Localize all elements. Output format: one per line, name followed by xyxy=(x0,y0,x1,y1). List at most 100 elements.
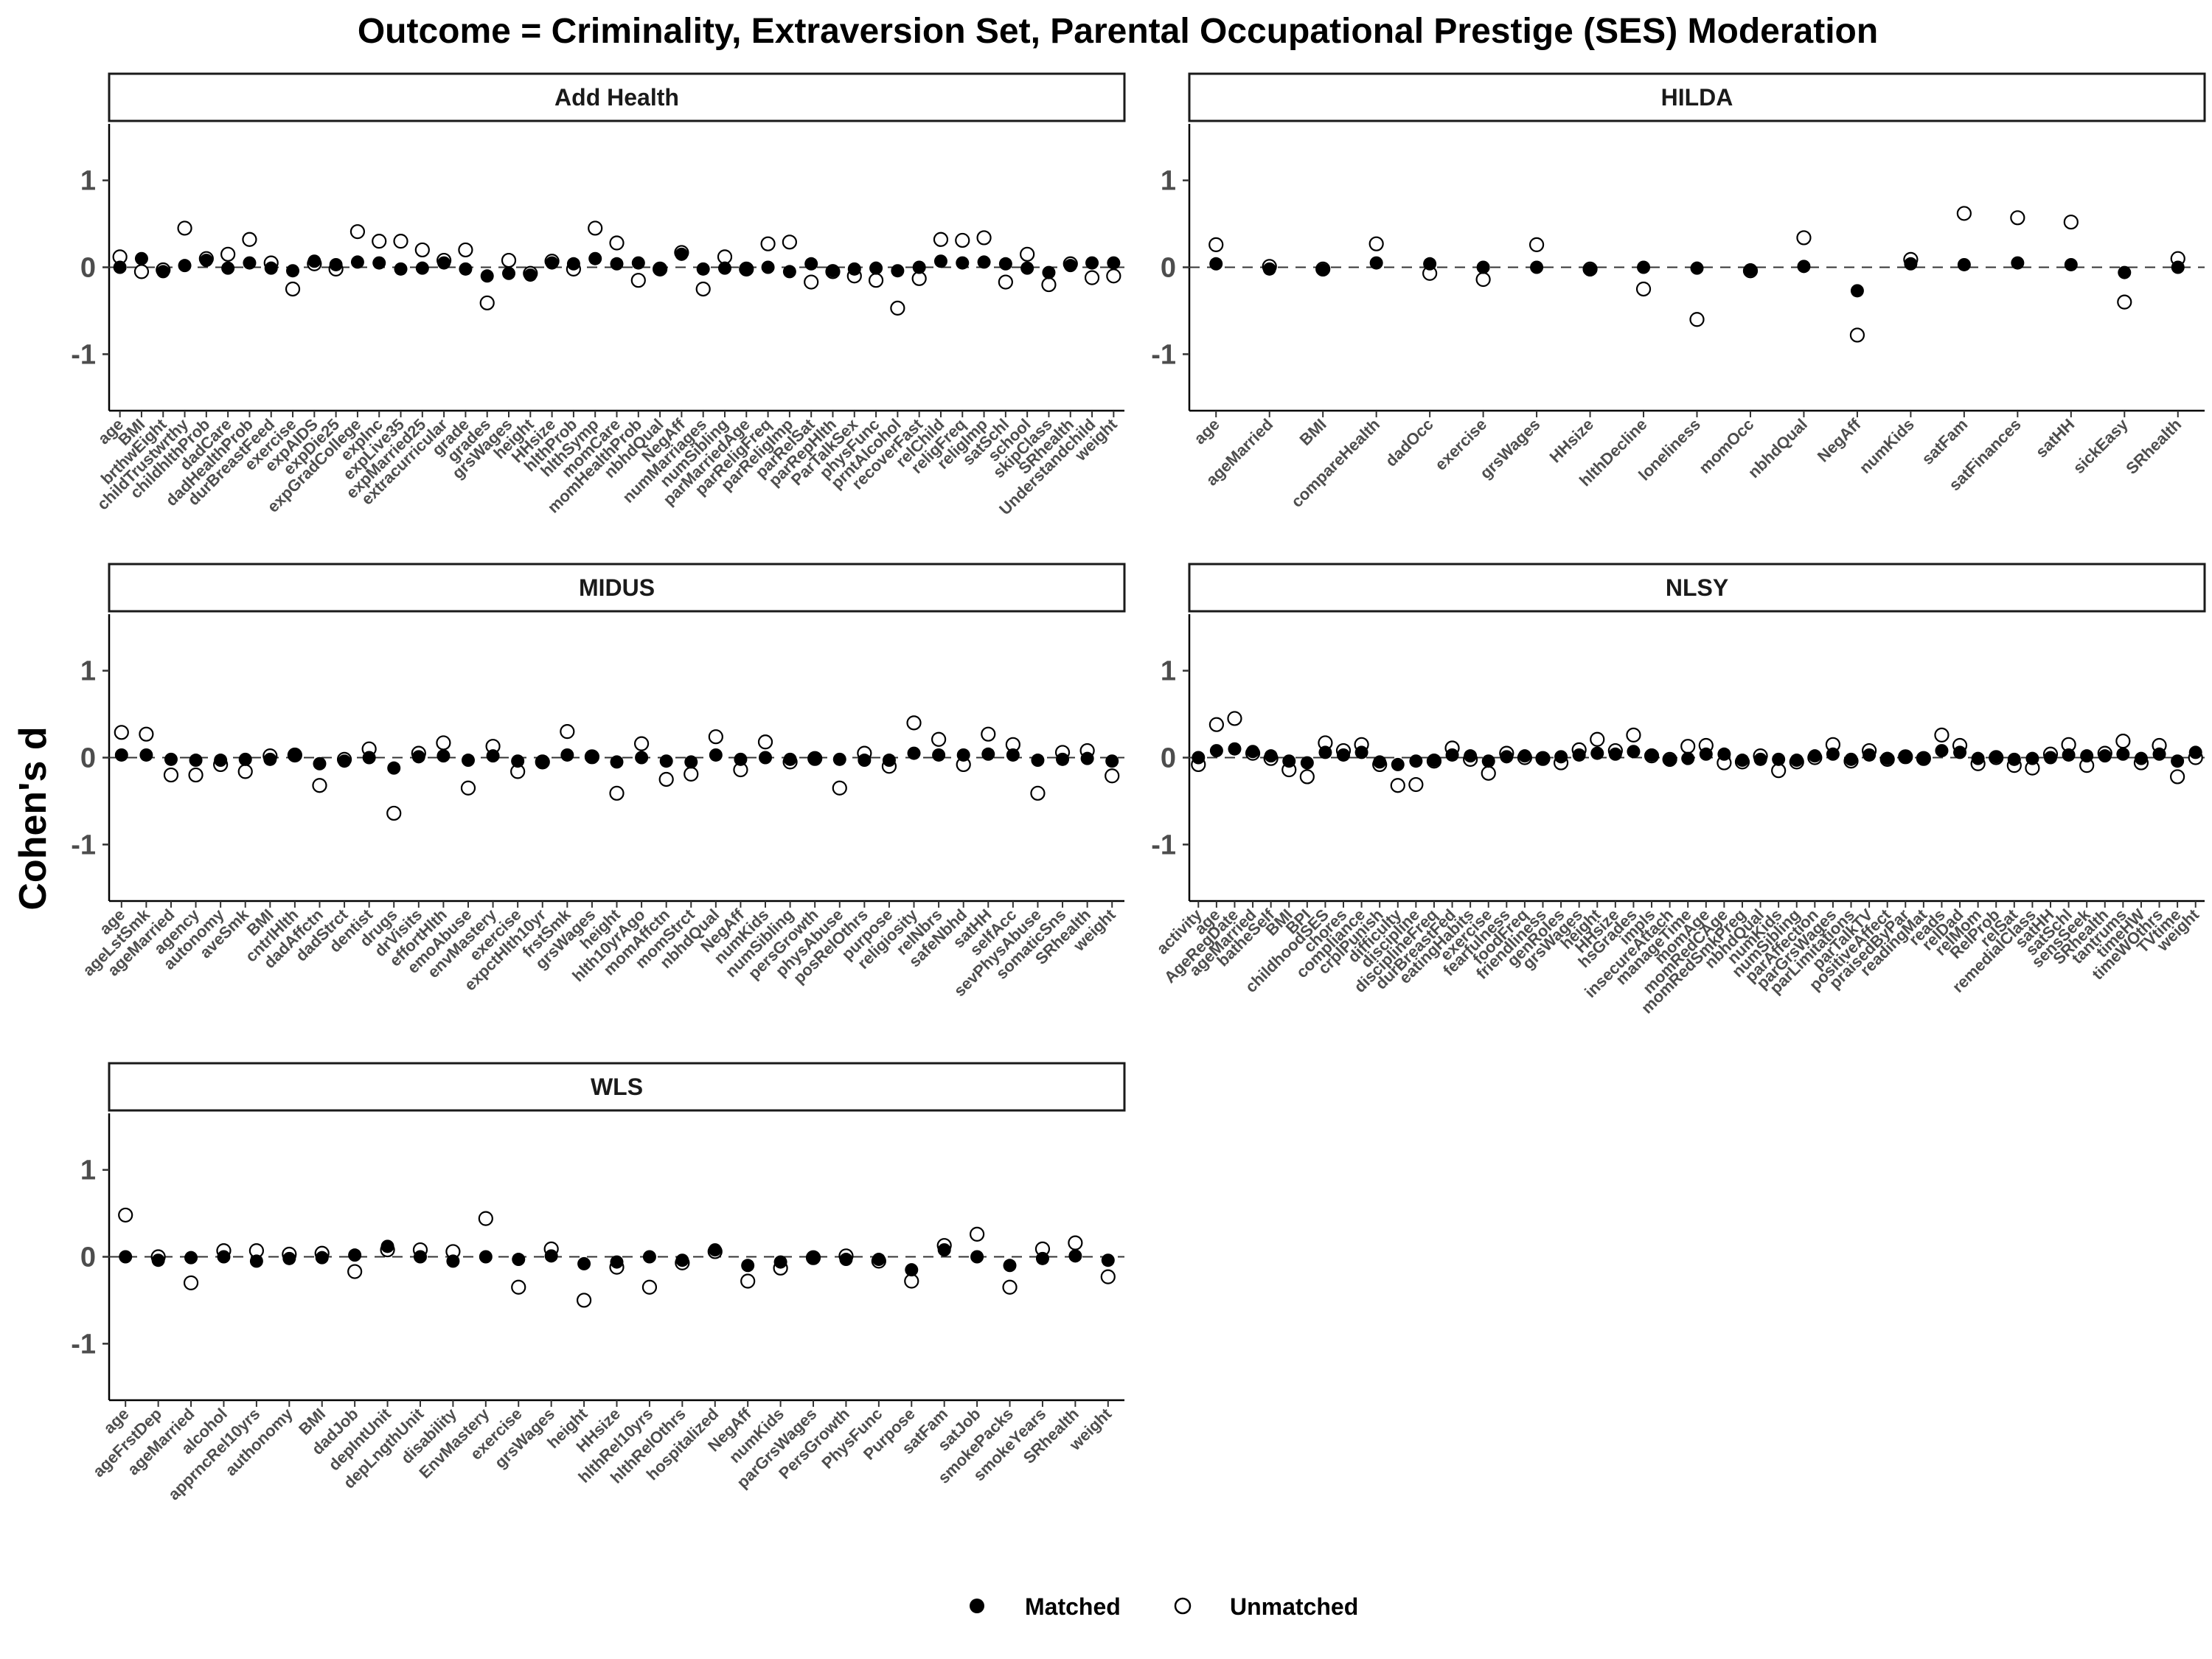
unmatched-point-sickeasy xyxy=(2117,294,2132,310)
matched-point-persgrowth xyxy=(808,751,822,765)
matched-point-avesmk xyxy=(238,752,252,766)
matched-point-expgradcollege xyxy=(350,255,364,269)
matched-point-weight xyxy=(1101,1253,1115,1267)
chart-title: Outcome = Criminality, Extraversion Set,… xyxy=(358,12,1878,51)
unmatched-point-satfinances xyxy=(2010,210,2025,226)
matched-point-agemarried xyxy=(184,1251,198,1265)
facet-panels: Add Health10-1ageBMIbrthwEightchildTrust… xyxy=(71,72,2206,1503)
y-tick-label: 0 xyxy=(80,743,96,774)
unmatched-point-exercise xyxy=(1475,271,1491,288)
matched-point-satschl xyxy=(998,257,1012,271)
matched-point-height xyxy=(1590,746,1604,760)
unmatched-point-hlthsymp xyxy=(588,220,603,236)
matched-point-prntalcohol xyxy=(891,264,905,278)
legend-unmatched-label: Unmatched xyxy=(1230,1593,1358,1620)
matched-point-agemarried xyxy=(1262,262,1276,276)
unmatched-point-dadhealthprob xyxy=(242,232,257,247)
panel-nlsy: NLSY10-1activityageAgeRegDateageMarriedb… xyxy=(1151,563,2206,1018)
facet-strip xyxy=(1188,72,2206,122)
unmatched-point-sevphysabuse xyxy=(1030,785,1046,801)
matched-point-nbhdqual xyxy=(653,262,667,276)
matched-point-physabuse xyxy=(832,752,846,766)
unmatched-point-height xyxy=(1590,731,1605,747)
matched-point-srhealth xyxy=(2098,749,2112,763)
unmatched-point-negaff xyxy=(740,1273,756,1289)
matched-point-srhealth xyxy=(1080,751,1094,765)
matched-point-bmi xyxy=(134,251,148,265)
matched-point-momredcage xyxy=(1717,747,1731,761)
y-tick-label: 1 xyxy=(80,1155,96,1186)
y-tick-label: -1 xyxy=(1151,339,1176,370)
matched-point-age xyxy=(114,748,128,762)
matched-point-expdie25 xyxy=(329,257,343,271)
matched-point-weight xyxy=(2188,745,2202,759)
matched-point-weight xyxy=(1105,754,1119,768)
matched-point-hospitalized xyxy=(708,1243,722,1257)
matched-point-disability xyxy=(446,1254,460,1268)
unmatched-point-ageregdate xyxy=(1227,711,1242,726)
matched-point-numsibling xyxy=(717,261,731,275)
y-tick-label: 0 xyxy=(1161,253,1176,284)
unmatched-point-height xyxy=(609,785,625,801)
matched-point-envmastery xyxy=(486,749,500,763)
matched-point-childhlthprob xyxy=(199,254,213,268)
matched-point-exercise xyxy=(1481,754,1495,768)
matched-point-foodfreq xyxy=(1517,749,1531,763)
panel-midus: MIDUS10-1ageageLstSmkageMarriedagencyaut… xyxy=(71,563,1126,1000)
unmatched-point-nbhdqual xyxy=(1796,230,1812,246)
y-tick-label: 0 xyxy=(80,253,96,284)
matched-point-religfreq xyxy=(956,256,970,270)
facet-strip xyxy=(1188,563,2206,613)
matched-point-hlthdecline xyxy=(1637,260,1651,274)
unmatched-point-agemarried xyxy=(183,1275,199,1290)
matched-point-somaticsns xyxy=(1056,752,1070,766)
matched-point-momaffctn xyxy=(659,754,673,768)
unmatched-point-age xyxy=(118,1207,133,1223)
legend-unmatched-marker xyxy=(1174,1597,1192,1615)
matched-point-understandchild xyxy=(1085,256,1099,270)
matched-point-explive35 xyxy=(394,262,408,276)
matched-point-srhealth xyxy=(2171,260,2185,274)
unmatched-point-satschl xyxy=(998,274,1013,290)
unmatched-point-nummarriages xyxy=(695,281,711,297)
matched-point-emoabuse xyxy=(461,754,475,768)
matched-point-hhsize xyxy=(1583,263,1597,277)
matched-point-smokepacks xyxy=(1003,1259,1017,1273)
panel-add-health: Add Health10-1ageBMIbrthwEightchildTrust… xyxy=(71,72,1126,518)
unmatched-point-tvtime xyxy=(2170,769,2185,785)
matched-point-eatinghabits xyxy=(1464,749,1478,763)
matched-point-dadstrct xyxy=(338,754,352,768)
matched-point-remedialclass xyxy=(2025,751,2039,765)
matched-point-partalktv xyxy=(1863,748,1877,762)
matched-point-nbhdqual xyxy=(1797,260,1811,274)
unmatched-point-exercise xyxy=(511,1279,526,1295)
matched-point-dadocc xyxy=(1423,257,1437,271)
unmatched-point-relnbrs xyxy=(931,731,947,747)
unmatched-point-parrelsat xyxy=(804,274,819,290)
matched-point-persgrowth xyxy=(839,1253,853,1267)
matched-point-envmastery xyxy=(479,1250,493,1264)
matched-point-sevphysabuse xyxy=(1031,754,1045,768)
matched-point-nbhdqual xyxy=(709,748,723,762)
unmatched-point-age xyxy=(114,725,129,740)
unmatched-point-grade xyxy=(458,242,473,258)
matched-point-deplngthunit xyxy=(413,1250,427,1264)
unmatched-point-exercise xyxy=(1481,765,1496,781)
unmatched-point-parreligfreq xyxy=(760,236,776,251)
unmatched-point-grades xyxy=(479,295,495,310)
facet-strip xyxy=(108,1062,1126,1112)
matched-point-batheself xyxy=(1264,749,1278,763)
matched-point-ageregdate xyxy=(1228,742,1242,756)
unmatched-point-parreligimp xyxy=(782,234,797,250)
matched-point-efforthlth xyxy=(437,749,451,763)
matched-point-partalksex xyxy=(847,262,861,276)
matched-point-extracurricular xyxy=(437,256,451,270)
matched-point-relsat xyxy=(2007,752,2021,766)
matched-point-height xyxy=(610,755,624,769)
matched-point-bmi xyxy=(263,752,277,766)
unmatched-point-weight xyxy=(1106,268,1121,284)
unmatched-point-weight xyxy=(1105,768,1120,784)
x-tick-label: BMI xyxy=(1296,415,1330,449)
matched-point-grswages xyxy=(1572,748,1586,762)
